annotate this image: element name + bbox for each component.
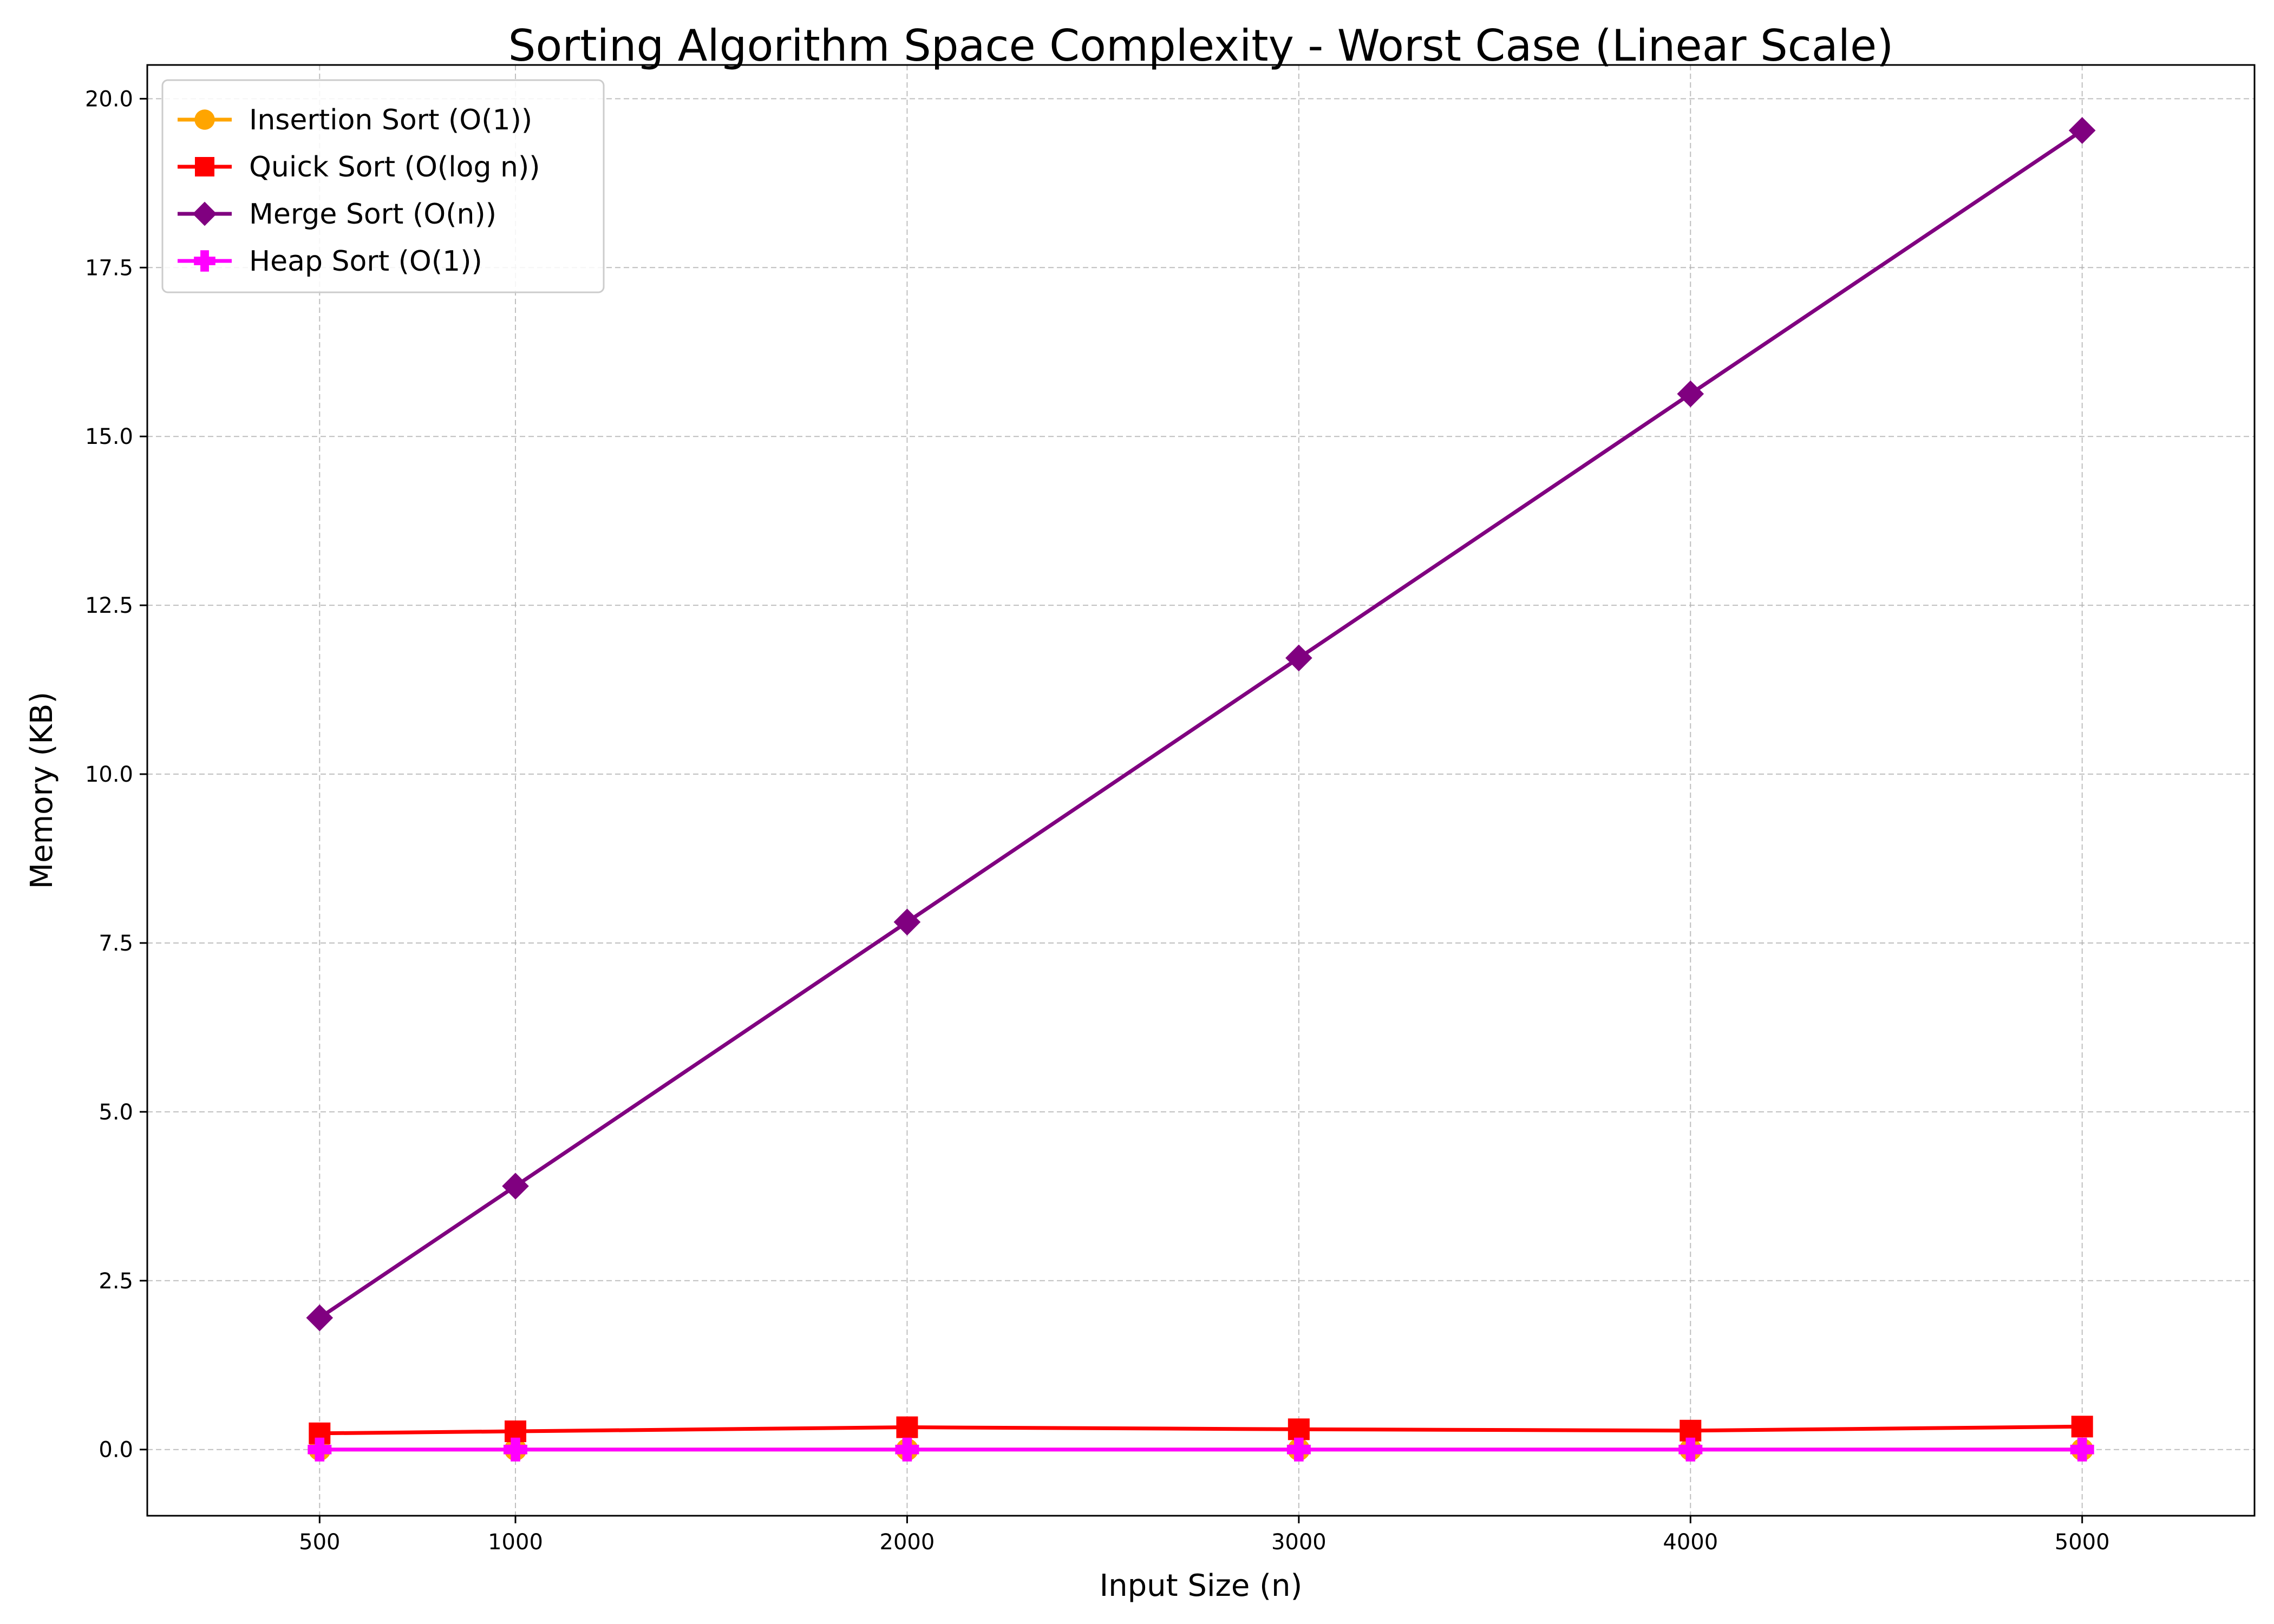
- y-axis-label: Memory (KB): [24, 692, 60, 889]
- legend-marker: [194, 109, 215, 130]
- data-point: [893, 908, 921, 936]
- x-tick-label: 2000: [880, 1530, 935, 1555]
- data-point: [306, 1304, 334, 1332]
- x-tick-label: 4000: [1663, 1530, 1718, 1555]
- ticks: 500 1000 2000 3000 4000 5000 0.0 2.5 5.0 7.5 10.0 1…: [85, 87, 2110, 1555]
- data-point: [2068, 117, 2096, 144]
- data-point: [1677, 380, 1704, 408]
- data-point: [1285, 644, 1312, 672]
- legend-item: Heap Sort (O(1)): [178, 245, 482, 278]
- data-point: [502, 1173, 529, 1200]
- y-tick-label: 7.5: [99, 931, 133, 956]
- y-tick-label: 20.0: [85, 87, 133, 112]
- legend-box: [161, 79, 605, 293]
- y-tick-label: 2.5: [99, 1269, 133, 1294]
- chart-title: Sorting Algorithm Space Complexity - Wor…: [508, 21, 1894, 71]
- y-tick-label: 17.5: [85, 256, 133, 280]
- data-point: [1286, 1437, 1311, 1462]
- series-quick-sort-o-log-n: [309, 1416, 2093, 1444]
- x-tick-label: 1000: [488, 1530, 543, 1555]
- legend-label: Quick Sort (O(log n)): [249, 151, 540, 184]
- series-merge-sort-o-n: [306, 117, 2096, 1332]
- x-tick-label: 500: [299, 1530, 340, 1555]
- data-point: [896, 1416, 918, 1438]
- y-tick-label: 10.0: [85, 762, 133, 787]
- series-layer: [306, 117, 2096, 1462]
- legend-label: Heap Sort (O(1)): [249, 245, 482, 278]
- data-point: [504, 1437, 528, 1462]
- legend-item: Merge Sort (O(n)): [178, 198, 496, 231]
- series-heap-sort-o-1: [308, 1437, 2094, 1462]
- x-axis-label: Input Size (n): [1100, 1568, 1303, 1603]
- legend-label: Merge Sort (O(n)): [249, 198, 496, 231]
- legend-marker: [192, 201, 217, 226]
- legend-marker: [194, 250, 215, 272]
- data-point: [1678, 1437, 1703, 1462]
- legend-item: Insertion Sort (O(1)): [178, 104, 532, 136]
- series-line: [317, 128, 2084, 1320]
- data-point: [2071, 1416, 2093, 1438]
- legend-item: Quick Sort (O(log n)): [178, 151, 540, 184]
- x-tick-label: 5000: [2055, 1530, 2110, 1555]
- y-tick-label: 5.0: [99, 1100, 133, 1125]
- legend-label: Insertion Sort (O(1)): [249, 104, 532, 136]
- legend: Insertion Sort (O(1)) Quick Sort (O(log n…: [161, 79, 605, 293]
- x-tick-label: 3000: [1271, 1530, 1327, 1555]
- series-line: [317, 1424, 2084, 1436]
- y-tick-label: 0.0: [99, 1438, 133, 1463]
- data-point: [308, 1437, 332, 1462]
- legend-marker: [195, 157, 214, 176]
- data-point: [895, 1437, 919, 1462]
- data-point: [2070, 1437, 2094, 1462]
- y-tick-label: 15.0: [85, 424, 133, 449]
- y-tick-label: 12.5: [85, 593, 133, 618]
- data-point: [1288, 1418, 1310, 1440]
- plot-frame: [146, 64, 2256, 1517]
